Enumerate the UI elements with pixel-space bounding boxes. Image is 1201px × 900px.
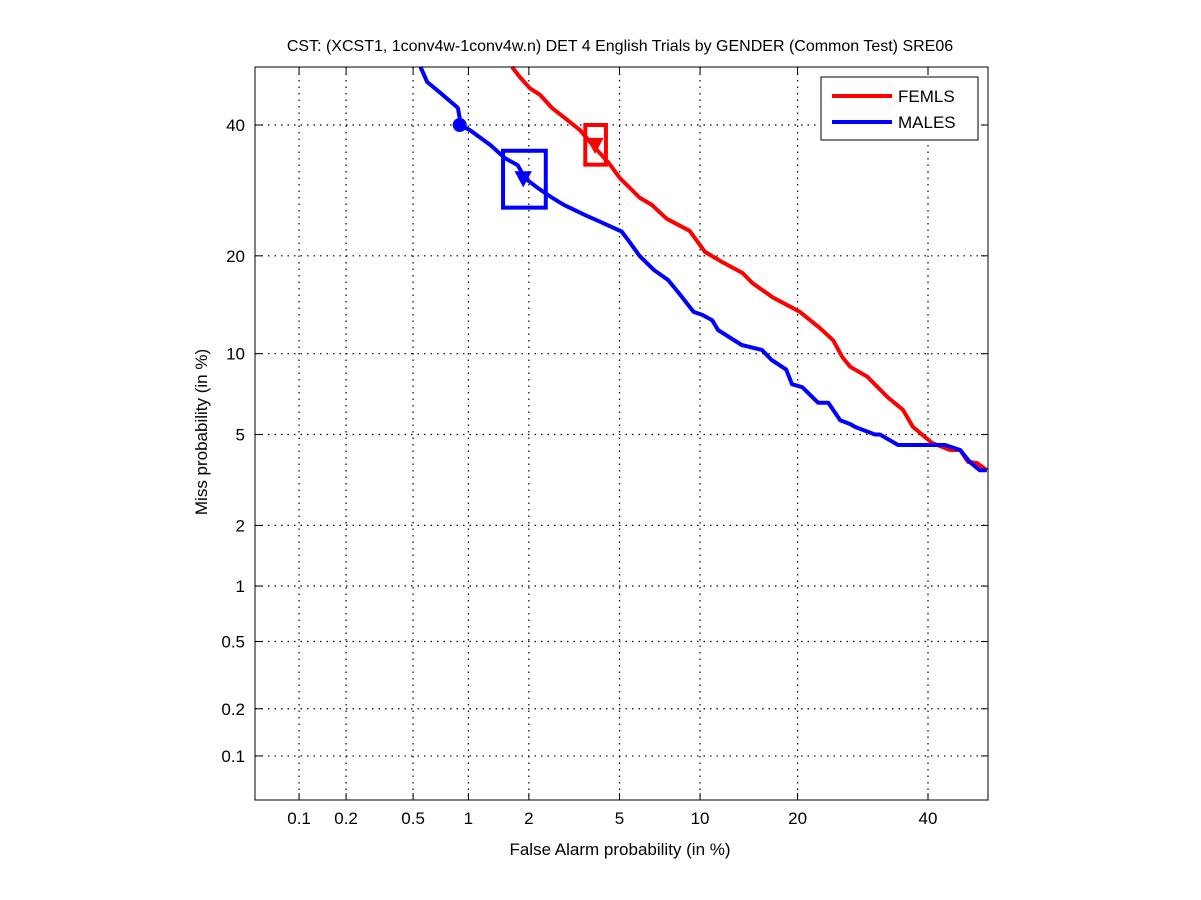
det-curve-femls [510, 65, 989, 472]
x-axis-label: False Alarm probability (in %) [509, 840, 730, 859]
x-tick-label: 2 [524, 809, 533, 828]
y-tick-label: 5 [236, 425, 245, 444]
legend-label-femls: FEMLS [898, 87, 955, 106]
x-tick-label: 5 [615, 809, 624, 828]
y-tick-label: 0.2 [221, 700, 245, 719]
x-tick-label: 40 [919, 809, 938, 828]
x-tick-label: 0.2 [334, 809, 358, 828]
y-tick-label: 10 [226, 345, 245, 364]
chart-title: CST: (XCST1, 1conv4w-1conv4w.n) DET 4 En… [287, 38, 953, 55]
confidence-box-femls [583, 123, 608, 167]
y-tick-label: 0.1 [221, 747, 245, 766]
y-tick-label: 2 [236, 516, 245, 535]
series-layer [418, 65, 989, 473]
axis-ticks: 0.1 0.2 0.5 1 2 5 10 20 40 0.1 0.2 0.5 1 2 5 10 20 40 [221, 67, 988, 828]
legend-label-males: MALES [898, 113, 956, 132]
min-dcf-marker-males [452, 118, 467, 132]
plot-area-frame [254, 66, 989, 801]
y-tick-label: 0.5 [221, 633, 245, 652]
y-tick-label: 20 [226, 247, 245, 266]
legend-box [820, 76, 979, 141]
y-tick-label: 40 [226, 116, 245, 135]
actual-dcf-marker-femls [586, 137, 604, 154]
actual-dcf-marker-males [514, 171, 532, 188]
x-tick-label: 0.1 [287, 809, 311, 828]
x-tick-label: 20 [788, 809, 807, 828]
confidence-box-males [501, 148, 548, 210]
x-tick-label: 0.5 [401, 809, 425, 828]
det-curve-males [418, 66, 987, 473]
y-tick-label: 1 [236, 577, 245, 596]
x-tick-label: 10 [691, 809, 710, 828]
x-tick-label: 1 [464, 809, 473, 828]
legend: FEMLS MALES [820, 76, 979, 141]
y-axis-label: Miss probability (in %) [192, 349, 211, 515]
